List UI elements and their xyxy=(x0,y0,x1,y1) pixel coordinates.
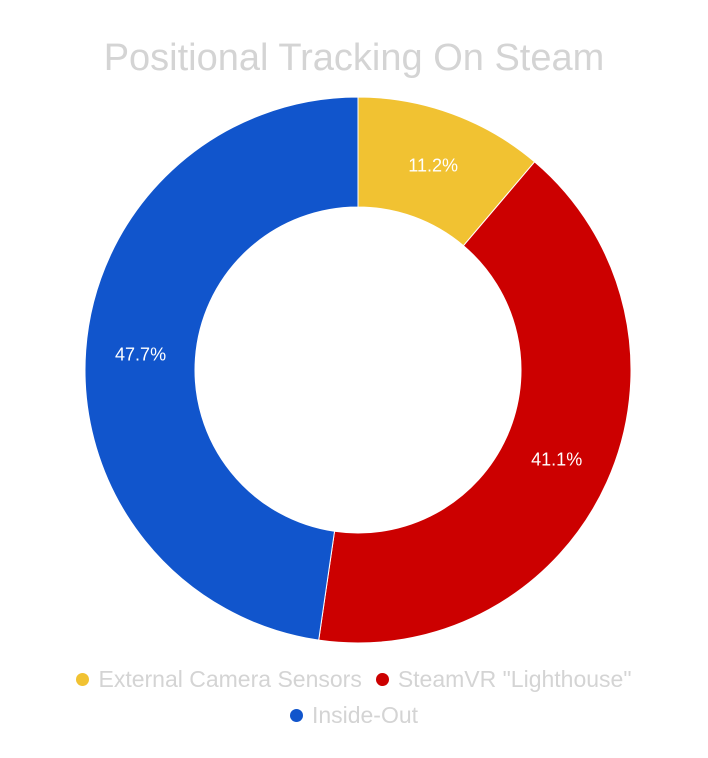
chart-title: Positional Tracking On Steam xyxy=(103,37,605,79)
legend-dot-icon xyxy=(289,708,303,722)
legend-dot-icon xyxy=(76,672,90,686)
legend-row-1: External Camera Sensors SteamVR "Lightho… xyxy=(0,664,708,694)
legend-row-2: Inside-Out xyxy=(0,700,708,730)
legend: External Camera Sensors SteamVR "Lightho… xyxy=(0,664,708,730)
slice-label-steamvr-lighthouse: 41.1% xyxy=(531,450,582,470)
legend-label: SteamVR "Lighthouse" xyxy=(397,666,632,692)
labels-group: 11.2% 41.1% 47.7% xyxy=(115,155,582,469)
legend-label: Inside-Out xyxy=(311,702,419,728)
slice-label-external-camera-sensors: 11.2% xyxy=(408,155,458,175)
slice-label-inside-out: 47.7% xyxy=(115,344,166,364)
slice-inside-out[interactable] xyxy=(84,96,359,641)
legend-dot-icon xyxy=(375,672,389,686)
legend-item-external-camera-sensors[interactable]: External Camera Sensors xyxy=(76,664,362,694)
slice-steamvr-lighthouse[interactable] xyxy=(318,161,632,644)
legend-item-steamvr-lighthouse[interactable]: SteamVR "Lighthouse" xyxy=(375,664,632,694)
legend-label: External Camera Sensors xyxy=(98,666,362,692)
slices-group xyxy=(84,96,632,644)
legend-item-inside-out[interactable]: Inside-Out xyxy=(289,700,419,730)
